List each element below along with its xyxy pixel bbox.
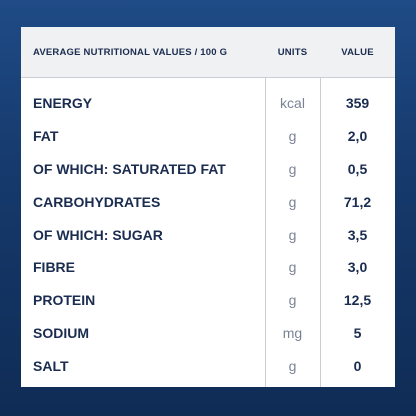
row-unit: g (288, 259, 297, 276)
row-label: CARBOHYDRATES (33, 193, 161, 210)
row-unit: g (288, 128, 297, 145)
row-value: 359 (345, 95, 370, 112)
header-value: VALUE (341, 46, 374, 58)
column-divider-units (265, 27, 266, 387)
row-label: SALT (33, 357, 69, 374)
row-unit: g (288, 226, 297, 243)
row-value: 0 (353, 357, 362, 374)
table-row: ENERGY kcal 359 (21, 87, 395, 120)
table-row: OF WHICH: SUGAR g 3,5 (21, 218, 395, 251)
row-value: 71,2 (343, 193, 372, 210)
row-label: PROTEIN (33, 292, 96, 309)
nutrition-table: AVERAGE NUTRITIONAL VALUES / 100 G UNITS… (21, 27, 395, 387)
row-unit: mg (282, 324, 303, 341)
row-label: ENERGY (33, 95, 93, 112)
row-label: FAT (33, 128, 59, 145)
row-unit: g (288, 193, 297, 210)
row-unit: kcal (280, 95, 305, 112)
header-units: UNITS (277, 46, 308, 58)
row-unit: g (288, 357, 297, 374)
row-value: 3,0 (347, 259, 368, 276)
header-nutritional-values: AVERAGE NUTRITIONAL VALUES / 100 G (33, 46, 228, 58)
table-row: SALT g 0 (21, 349, 395, 382)
row-unit: g (288, 292, 297, 309)
row-value: 3,5 (347, 226, 368, 243)
row-label: FIBRE (33, 259, 75, 276)
table-row: CARBOHYDRATES g 71,2 (21, 185, 395, 218)
table-row: PROTEIN g 12,5 (21, 284, 395, 317)
row-label: OF WHICH: SUGAR (33, 226, 163, 243)
table-row: FAT g 2,0 (21, 120, 395, 153)
row-value: 0,5 (347, 160, 368, 177)
row-value: 2,0 (347, 128, 368, 145)
table-row: OF WHICH: SATURATED FAT g 0,5 (21, 153, 395, 186)
row-unit: g (288, 160, 297, 177)
row-label: OF WHICH: SATURATED FAT (33, 160, 226, 177)
table-body: ENERGY kcal 359 FAT g 2,0 OF WHICH: SATU… (21, 87, 395, 382)
row-value: 5 (353, 324, 362, 341)
column-divider-value (320, 27, 321, 387)
row-value: 12,5 (343, 292, 372, 309)
table-header: AVERAGE NUTRITIONAL VALUES / 100 G UNITS… (21, 27, 395, 78)
table-row: SODIUM mg 5 (21, 317, 395, 350)
row-label: SODIUM (33, 324, 89, 341)
table-row: FIBRE g 3,0 (21, 251, 395, 284)
